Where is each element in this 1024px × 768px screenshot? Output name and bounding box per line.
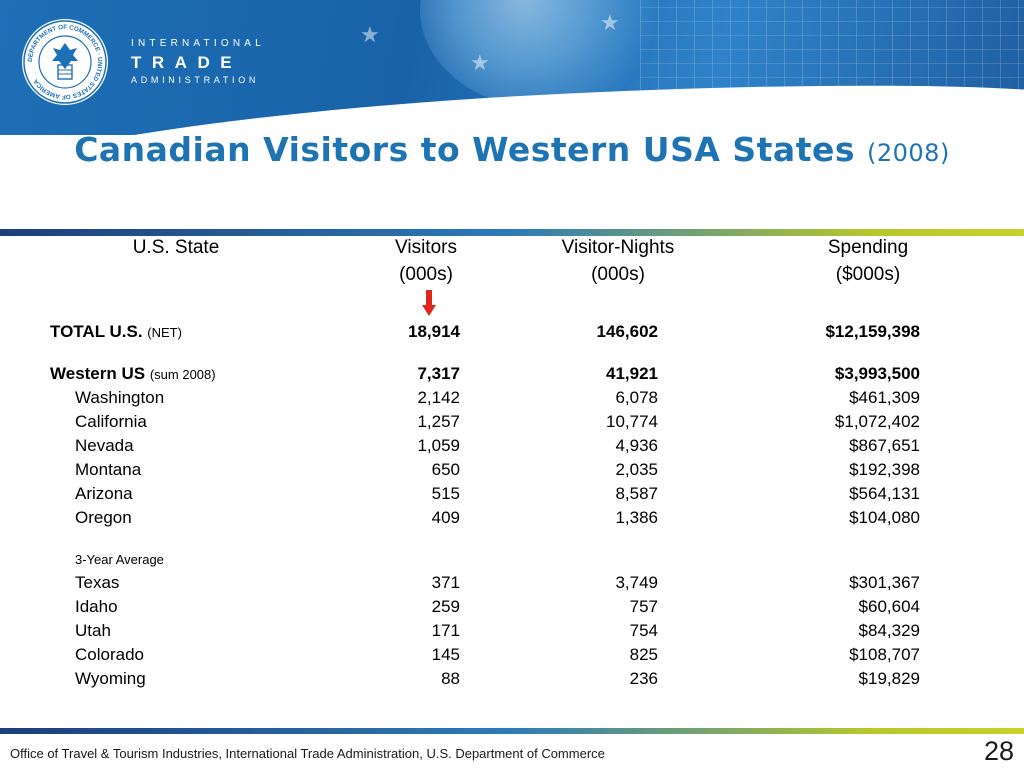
table-row-spending: $84,329 (858, 621, 920, 640)
table-row-nights: 757 (629, 597, 658, 616)
table-row-spending: $867,651 (849, 436, 920, 455)
table-row-state: Washington (75, 388, 165, 407)
table-row-visitors: 2,142 (417, 388, 460, 407)
footer-credit: Office of Travel & Tourism Industries, I… (10, 746, 605, 761)
title-main: Canadian Visitors to Western USA States (74, 130, 855, 169)
table-row-spending: $301,367 (849, 573, 920, 592)
star-icon: ★ (470, 50, 490, 75)
table-row-visitors: 171 (431, 621, 460, 640)
table-row-nights: 10,774 (606, 412, 658, 431)
table-row-visitors: 650 (431, 460, 460, 479)
table-row-spending: $564,131 (849, 484, 920, 503)
row-total-nights: 146,602 (596, 322, 658, 341)
table-row-state: Colorado (75, 645, 144, 664)
header-banner: ★ ★ ★ (0, 0, 1024, 135)
table-row-nights: 236 (629, 669, 658, 688)
table-row-nights: 2,035 (615, 460, 658, 479)
table-row-visitors: 259 (431, 597, 460, 616)
table-row-state: Montana (75, 460, 142, 479)
table-row-nights: 1,386 (615, 508, 658, 527)
page-number: 28 (983, 736, 1014, 766)
table-row-nights: 6,078 (615, 388, 658, 407)
table-row-spending: $1,072,402 (834, 412, 920, 431)
column-header-visitors: Visitors (000s) (395, 237, 457, 285)
table-row-visitors: 409 (431, 508, 460, 527)
table-row-state: Texas (75, 573, 120, 592)
down-arrow-icon (422, 290, 436, 316)
org-logo-text: INTERNATIONAL TRADE ADMINISTRATION (131, 38, 265, 85)
bottom-divider (0, 728, 1024, 734)
table-row-state: Oregon (75, 508, 132, 527)
table-row-visitors: 145 (431, 645, 460, 664)
table-row-nights: 8,587 (615, 484, 658, 503)
column-header-nights: Visitor-Nights (000s) (561, 237, 675, 285)
slide-title: Canadian Visitors to Western USA States … (0, 130, 1024, 169)
table-row-state: Nevada (75, 436, 134, 455)
top-divider (0, 229, 1024, 236)
star-icon: ★ (600, 10, 620, 35)
title-year: (2008) (867, 139, 950, 167)
table-row-state: Wyoming (75, 669, 146, 688)
table-row-nights: 754 (629, 621, 658, 640)
row-western-spending: $3,993,500 (834, 364, 920, 383)
table-row-spending: $104,080 (849, 508, 920, 527)
table-row-visitors: 515 (431, 484, 460, 503)
table-row-spending: $60,604 (858, 597, 920, 616)
seal-icon: DEPARTMENT OF COMMERCE · UNITED STATES O… (22, 19, 108, 105)
three-year-average-label: 3-Year Average (75, 552, 164, 567)
row-total-visitors: 18,914 (408, 322, 460, 341)
table-row-nights: 3,749 (615, 573, 658, 592)
org-line-3: ADMINISTRATION (131, 75, 260, 85)
table-row-state: California (75, 412, 147, 431)
star-icon: ★ (360, 22, 380, 47)
table-row-visitors: 371 (431, 573, 460, 592)
table-row-visitors: 1,257 (417, 412, 460, 431)
table-row-visitors: 88 (441, 669, 460, 688)
table-row-spending: $108,707 (849, 645, 920, 664)
row-western-visitors: 7,317 (417, 364, 460, 383)
column-header-spending: Spending ($000s) (827, 237, 909, 285)
table-row-nights: 825 (629, 645, 658, 664)
org-line-1: INTERNATIONAL (131, 38, 265, 49)
table-row-state: Idaho (75, 597, 118, 616)
table-row-visitors: 1,059 (417, 436, 460, 455)
table-row-spending: $192,398 (849, 460, 920, 479)
row-total-state: TOTAL U.S. (NET) (50, 322, 182, 341)
row-western-state: Western US (sum 2008) (50, 364, 216, 383)
column-header-state: U.S. State (132, 237, 220, 258)
table-row-spending: $461,309 (849, 388, 920, 407)
org-line-2: TRADE (131, 53, 243, 72)
table-row-state: Arizona (75, 484, 133, 503)
row-total-spending: $12,159,398 (825, 322, 920, 341)
table-row-state: Utah (75, 621, 111, 640)
table-row-spending: $19,829 (858, 669, 920, 688)
row-western-nights: 41,921 (606, 364, 658, 383)
table-row-nights: 4,936 (615, 436, 658, 455)
